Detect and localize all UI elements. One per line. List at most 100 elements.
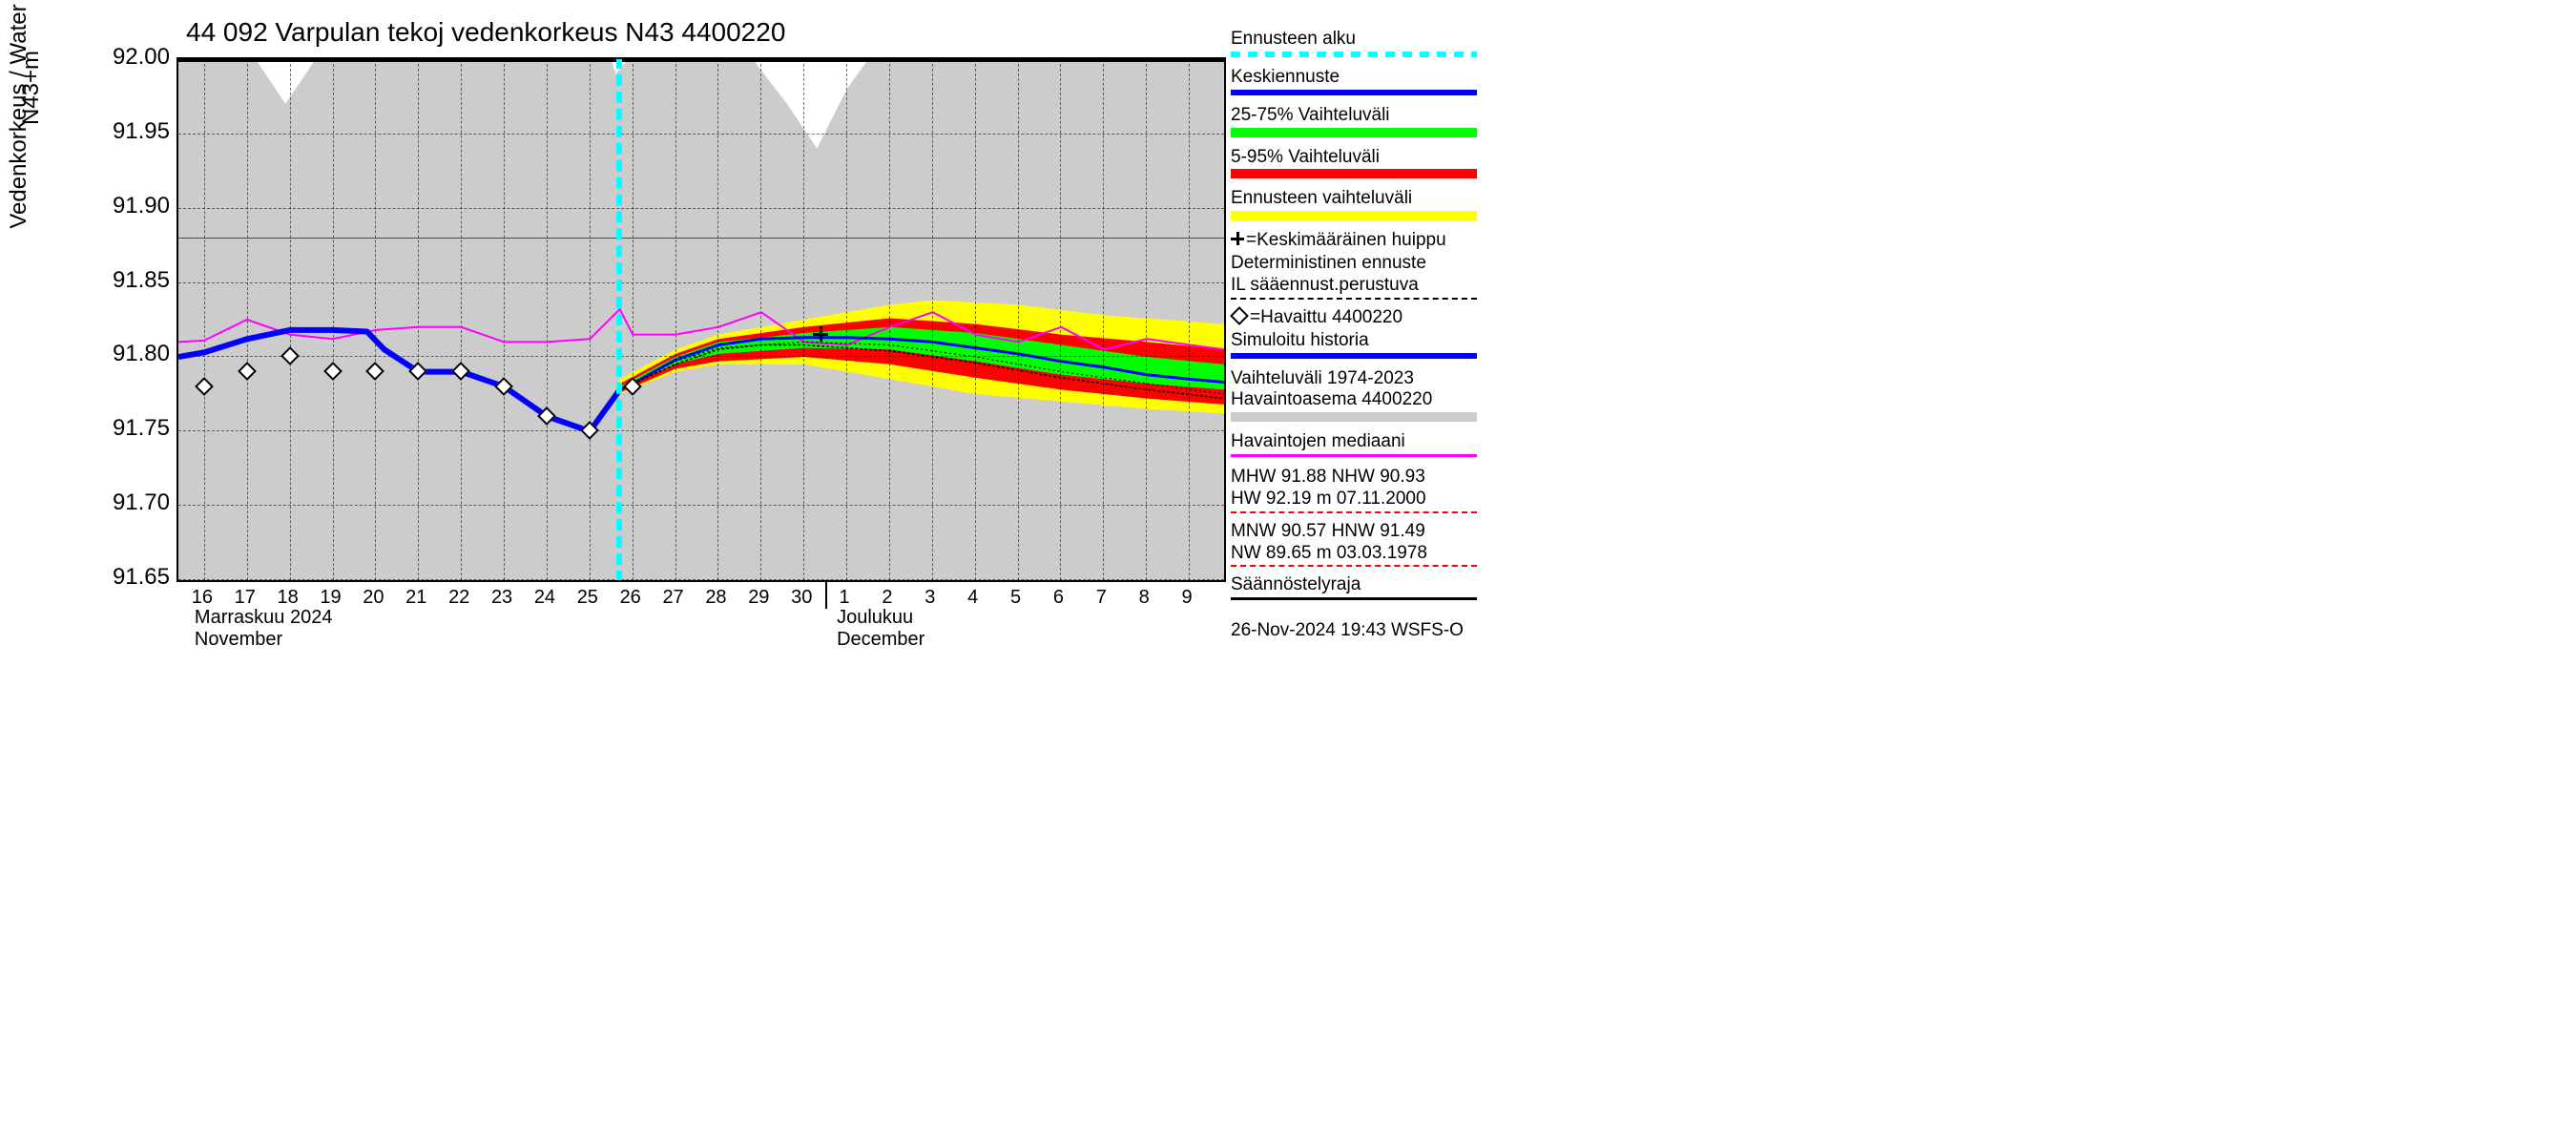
legend-item: MHW 91.88 NHW 90.93 <box>1231 467 1477 488</box>
y-axis-label-secondary: N43+m <box>18 2 45 174</box>
legend-label: =Havaittu 4400220 <box>1250 307 1402 327</box>
plus-icon <box>1231 230 1244 251</box>
legend-label: Keskiennuste <box>1231 67 1340 87</box>
legend-line-swatch <box>1231 90 1477 95</box>
legend-item: Ennusteen alku <box>1231 29 1477 50</box>
observed-marker <box>195 377 214 396</box>
x-tick-label: 6 <box>1053 587 1064 609</box>
legend-dash-swatch <box>1231 298 1477 300</box>
legend-label: Vaihteluväli 1974-2023 <box>1231 368 1414 388</box>
x-tick-label: 25 <box>577 587 598 609</box>
x-tick-label: 8 <box>1139 587 1150 609</box>
month-en: November <box>195 629 333 651</box>
month-fi: Marraskuu 2024 <box>195 607 333 629</box>
diamond-icon <box>1231 307 1248 328</box>
legend-fill-swatch <box>1231 169 1477 178</box>
chart-title: 44 092 Varpulan tekoj vedenkorkeus N43 4… <box>186 17 785 48</box>
forecast-start-line <box>616 59 622 580</box>
legend-label: Havaintoasema 4400220 <box>1231 389 1432 409</box>
legend-label: IL sääennust.perustuva <box>1231 275 1419 295</box>
legend-label: 25-75% Vaihteluväli <box>1231 105 1390 125</box>
legend-line-swatch <box>1231 52 1477 57</box>
legend-label: Havaintojen mediaani <box>1231 431 1405 451</box>
legend-item: IL sääennust.perustuva <box>1231 275 1477 296</box>
legend-dash-swatch <box>1231 565 1477 567</box>
x-tick-label: 23 <box>491 587 512 609</box>
x-tick-label: 29 <box>748 587 769 609</box>
legend-label: MNW 90.57 HNW 91.49 <box>1231 521 1425 541</box>
legend-item: 25-75% Vaihteluväli <box>1231 105 1477 126</box>
month-separator <box>825 582 827 609</box>
legend: Ennusteen alku Keskiennuste 25-75% Vaihtel… <box>1231 29 1477 610</box>
x-tick-label: 9 <box>1182 587 1193 609</box>
x-tick-label: 7 <box>1096 587 1107 609</box>
legend-item: =Havaittu 4400220 <box>1231 307 1477 328</box>
legend-label: HW 92.19 m 07.11.2000 <box>1231 489 1426 509</box>
y-tick-label: 92.00 <box>79 44 170 71</box>
legend-item: =Keskimääräinen huippu <box>1231 230 1477 251</box>
x-tick-label: 27 <box>662 587 683 609</box>
observed-marker <box>580 421 599 440</box>
legend-item: Vaihteluväli 1974-2023 <box>1231 368 1477 389</box>
x-tick-label: 24 <box>534 587 555 609</box>
x-tick-label: 30 <box>791 587 812 609</box>
x-tick-label: 22 <box>448 587 469 609</box>
y-tick-label: 91.95 <box>79 118 170 145</box>
legend-line-swatch <box>1231 597 1477 600</box>
x-tick-label: 21 <box>405 587 426 609</box>
x-tick-label: 18 <box>278 587 299 609</box>
legend-dash-swatch <box>1231 511 1477 513</box>
x-tick-label: 19 <box>320 587 341 609</box>
observed-marker <box>280 347 300 366</box>
legend-item: HW 92.19 m 07.11.2000 <box>1231 489 1477 510</box>
legend-line-swatch <box>1231 353 1477 359</box>
footer-timestamp: 26-Nov-2024 19:43 WSFS-O <box>1231 620 1464 641</box>
observed-marker <box>494 377 513 396</box>
legend-fill-swatch <box>1231 412 1477 422</box>
legend-label: Simuloitu historia <box>1231 330 1369 350</box>
chart-inner <box>178 59 1224 580</box>
legend-label: Ennusteen vaihteluväli <box>1231 188 1412 208</box>
legend-item: NW 89.65 m 03.03.1978 <box>1231 543 1477 564</box>
legend-line-swatch <box>1231 454 1477 457</box>
x-tick-label: 20 <box>363 587 384 609</box>
legend-item: Keskiennuste <box>1231 67 1477 88</box>
x-tick-label: 5 <box>1010 587 1021 609</box>
observed-marker <box>623 377 642 396</box>
legend-item: Simuloitu historia <box>1231 330 1477 351</box>
observed-marker <box>238 362 257 381</box>
chart-plot-area <box>177 57 1226 582</box>
y-tick-label: 91.75 <box>79 415 170 442</box>
x-tick-label: 3 <box>924 587 935 609</box>
observed-marker <box>323 362 343 381</box>
marker-layer <box>178 59 1224 580</box>
legend-label: MHW 91.88 NHW 90.93 <box>1231 467 1425 487</box>
y-tick-label: 91.65 <box>79 564 170 591</box>
observed-marker <box>537 406 556 426</box>
legend-fill-swatch <box>1231 211 1477 220</box>
y-tick-label: 91.80 <box>79 341 170 367</box>
legend-item: 5-95% Vaihteluväli <box>1231 147 1477 168</box>
x-tick-label: 28 <box>705 587 726 609</box>
legend-label: Deterministinen ennuste <box>1231 253 1426 273</box>
legend-item: Deterministinen ennuste <box>1231 253 1477 274</box>
legend-label: Ennusteen alku <box>1231 29 1356 49</box>
legend-label: 5-95% Vaihteluväli <box>1231 147 1380 167</box>
month-block: Marraskuu 2024November <box>195 607 333 651</box>
x-tick-label: 17 <box>235 587 256 609</box>
x-tick-label: 1 <box>840 587 850 609</box>
avg-peak-marker <box>813 326 828 342</box>
y-tick-label: 91.70 <box>79 489 170 516</box>
month-fi: Joulukuu <box>837 607 924 629</box>
legend-item: Havaintojen mediaani <box>1231 431 1477 452</box>
legend-label: NW 89.65 m 03.03.1978 <box>1231 543 1427 563</box>
legend-label: Säännöstelyraja <box>1231 574 1361 594</box>
observed-marker <box>408 362 427 381</box>
observed-marker <box>451 362 470 381</box>
observed-marker <box>366 362 385 381</box>
month-block: JoulukuuDecember <box>837 607 924 651</box>
legend-label: =Keskimääräinen huippu <box>1246 230 1446 250</box>
legend-item: Ennusteen vaihteluväli <box>1231 188 1477 209</box>
y-tick-label: 91.90 <box>79 193 170 219</box>
legend-fill-swatch <box>1231 128 1477 137</box>
